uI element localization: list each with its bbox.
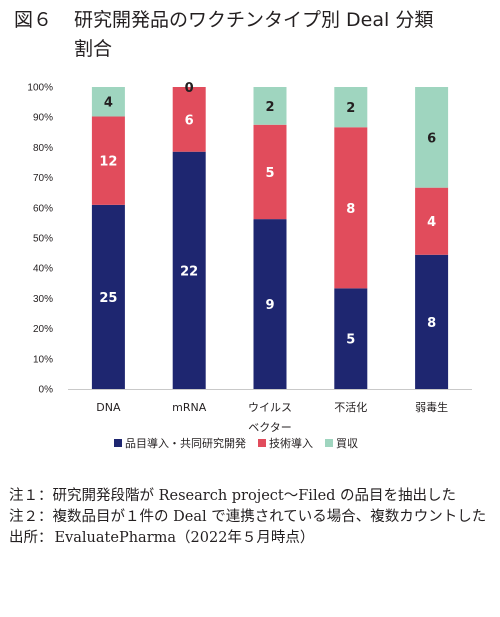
bar-segment-1 <box>253 219 287 389</box>
y-tick-label: 20% <box>33 324 53 335</box>
legend-swatch-3 <box>325 439 333 447</box>
x-category-label: 不活化 <box>334 400 367 414</box>
y-tick-label: 60% <box>33 203 53 214</box>
note-2-label: 注２： <box>9 509 53 525</box>
legend-label-2: 技術導入 <box>269 436 313 450</box>
x-category-label: 弱毒生 <box>415 400 448 414</box>
source-label: 出所： <box>9 530 53 546</box>
note-1-text: 研究開発段階が Research project～Filed の品目を抽出した <box>52 488 457 504</box>
y-tick-label: 0% <box>39 385 54 396</box>
notes: 注１： 研究開発段階が Research project～Filed の品目を抽… <box>9 486 493 549</box>
bar-segment-1 <box>415 254 449 389</box>
y-tick-label: 80% <box>33 143 53 154</box>
data-label: 12 <box>99 155 117 170</box>
data-label: 0 <box>185 81 194 96</box>
source-text: EvaluatePharma（2022年５月時点） <box>54 530 315 546</box>
stacked-bar-chart: 0%10%20%30%40%50%60%70%80%90%100%25124DN… <box>27 81 472 450</box>
bar-segment-1 <box>334 288 368 389</box>
legend-label-3: 買収 <box>336 437 358 450</box>
note-1: 注１： 研究開発段階が Research project～Filed の品目を抽… <box>9 486 493 507</box>
legend-label-1: 品目導入・共同研究開発 <box>125 436 246 450</box>
data-label: 6 <box>185 113 194 128</box>
source-note: 出所： EvaluatePharma（2022年５月時点） <box>9 528 493 549</box>
bar-segment-1 <box>172 151 206 389</box>
data-label: 6 <box>427 131 436 146</box>
x-category-label: ウイルス <box>248 401 292 414</box>
bar-segment-3 <box>415 87 449 188</box>
figure-number: 図６ <box>14 9 53 31</box>
figure-title-line2: 割合 <box>74 38 113 60</box>
bar-segment-2 <box>253 124 287 220</box>
data-label: 22 <box>180 264 198 279</box>
bar-segment-2 <box>91 116 125 205</box>
data-label: 2 <box>265 100 274 115</box>
y-tick-label: 90% <box>33 113 53 124</box>
note-2: 注２： 複数品目が１件の Deal で連携されている場合、複数カウントした <box>9 507 493 528</box>
x-category-label: DNA <box>96 401 121 414</box>
note-1-label: 注１： <box>9 488 53 504</box>
note-2-text: 複数品目が１件の Deal で連携されている場合、複数カウントした <box>52 509 487 525</box>
data-label: 8 <box>346 202 355 217</box>
bar-segment-2 <box>334 127 368 289</box>
bar-segment-3 <box>334 87 368 128</box>
y-tick-label: 70% <box>33 173 53 184</box>
figure-title-line1: 研究開発品のワクチンタイプ別 Deal 分類 <box>74 9 434 31</box>
y-tick-label: 100% <box>27 83 53 94</box>
bar-segment-2 <box>172 87 206 152</box>
data-label: 2 <box>346 101 355 116</box>
data-label: 4 <box>104 96 113 111</box>
data-label: 8 <box>427 316 436 331</box>
legend-swatch-2 <box>258 439 266 447</box>
x-category-label: ベクター <box>248 421 292 434</box>
figure-title: 図６ 研究開発品のワクチンタイプ別 Deal 分類 割合 <box>14 6 490 64</box>
y-tick-label: 30% <box>33 294 53 305</box>
bar-segment-3 <box>253 87 287 125</box>
data-label: 25 <box>99 291 117 306</box>
data-label: 5 <box>265 166 274 181</box>
legend-swatch-1 <box>114 439 122 447</box>
x-category-label: mRNA <box>172 401 207 414</box>
bar-segment-2 <box>415 187 449 255</box>
data-label: 9 <box>265 298 274 313</box>
bar-segment-1 <box>91 204 125 389</box>
y-tick-label: 10% <box>33 354 53 365</box>
y-tick-label: 40% <box>33 264 53 275</box>
bar-segment-3 <box>91 87 125 117</box>
y-tick-label: 50% <box>33 234 53 245</box>
data-label: 4 <box>427 215 436 230</box>
data-label: 5 <box>346 333 355 348</box>
